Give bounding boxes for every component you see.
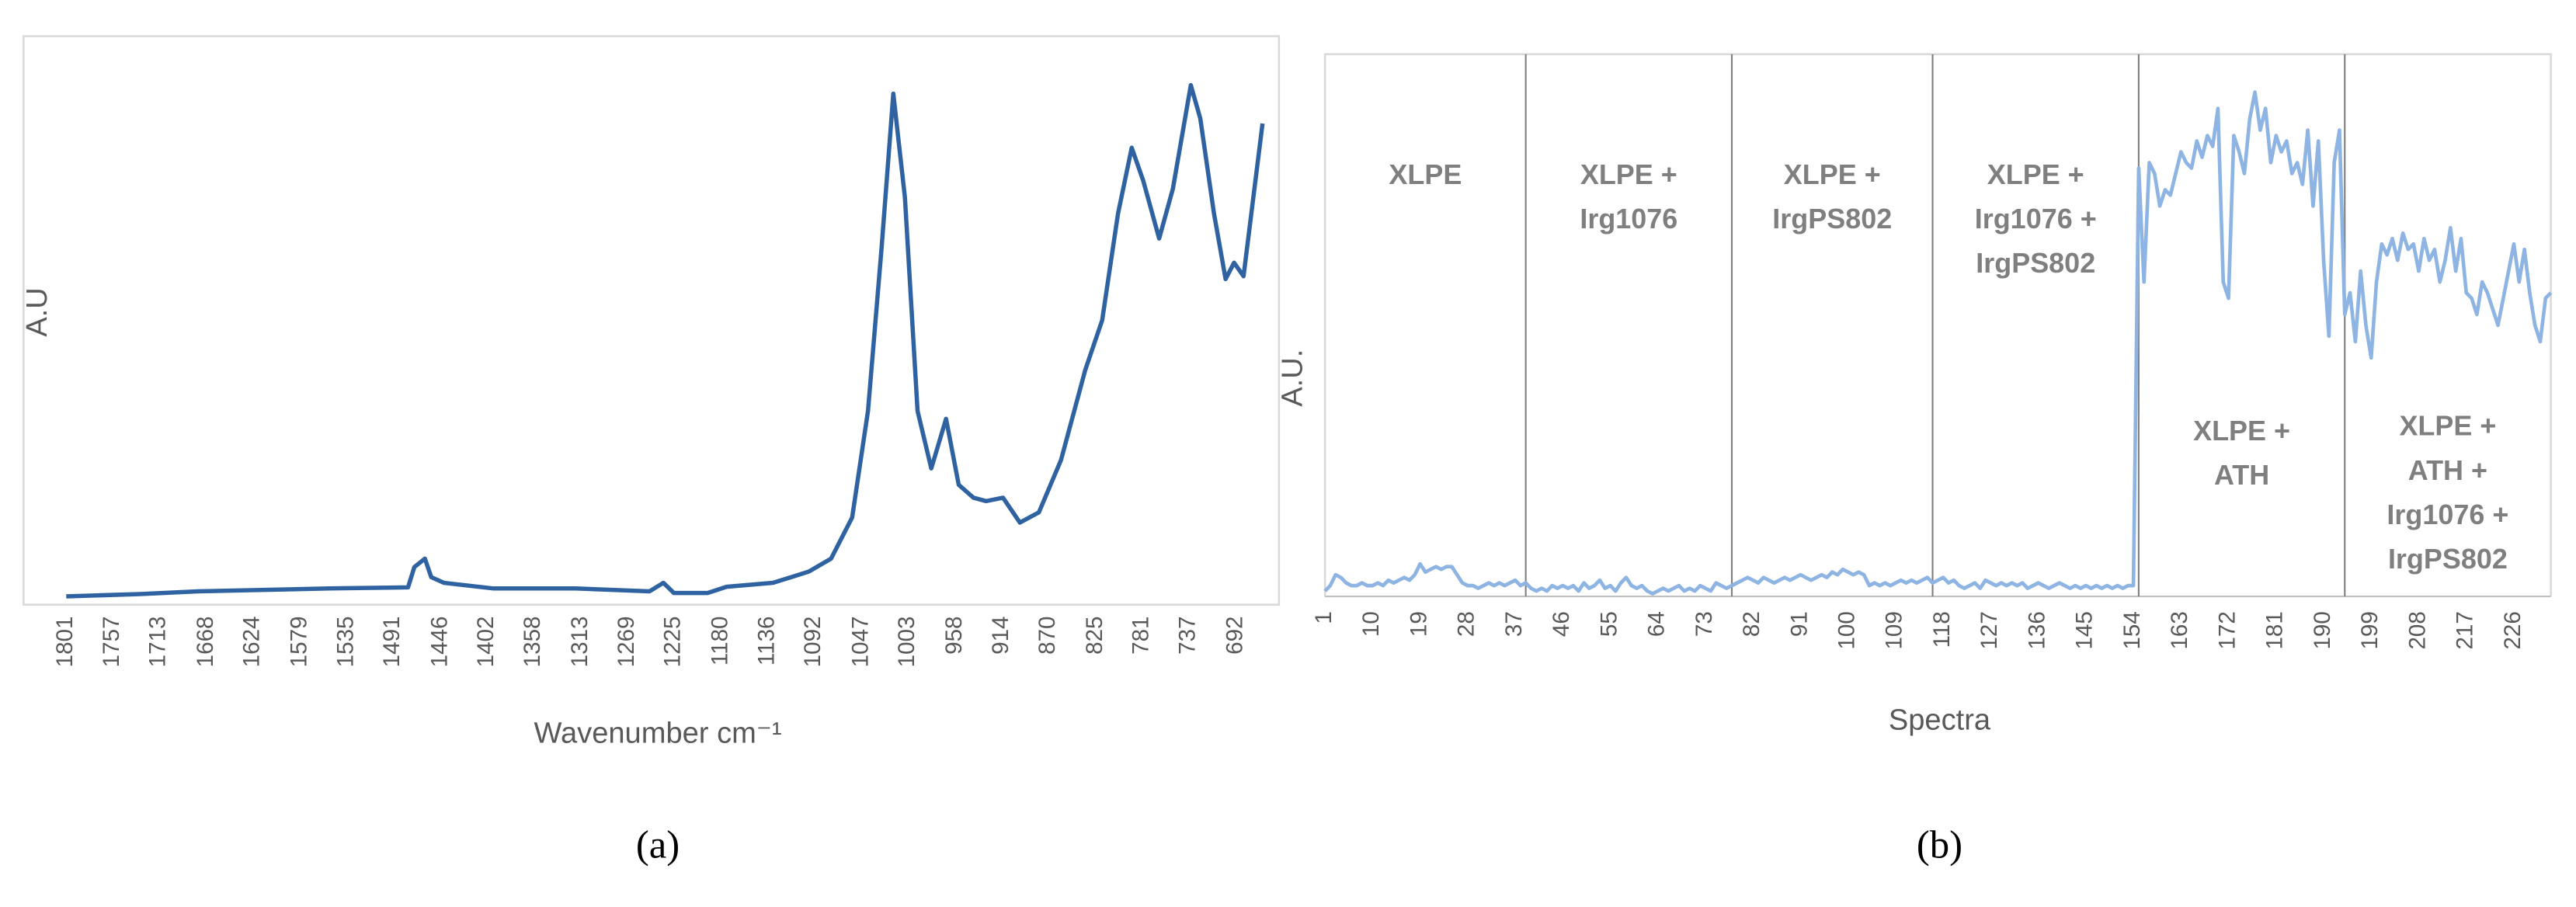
x-tick-label: 1801 [52, 616, 78, 667]
x-tick-label: 118 [1929, 611, 1955, 648]
x-tick-label: 1358 [520, 616, 545, 667]
x-tick-label: 136 [2024, 611, 2049, 649]
x-tick-label: 1446 [426, 616, 452, 667]
x-tick-label: 37 [1501, 611, 1527, 637]
x-tick-label: 163 [2167, 611, 2192, 649]
x-tick-label: 73 [1691, 611, 1717, 637]
x-axis-label: Spectra [1889, 704, 1991, 736]
x-tick-label: 10 [1358, 611, 1384, 637]
spectrum-line [1323, 90, 2553, 596]
x-tick-label: 127 [1976, 611, 2002, 649]
x-axis-label: Wavenumber cm⁻¹ [534, 717, 781, 749]
x-tick-label: 82 [1739, 611, 1764, 637]
x-tick-label: 208 [2404, 611, 2430, 649]
x-tick-label: 64 [1644, 611, 1670, 637]
x-tick-label: 1136 [753, 616, 779, 665]
section-label: Irg1076 + [2387, 499, 2508, 530]
x-tick-label: 19 [1406, 611, 1431, 637]
section-label: XLPE + [1580, 158, 1677, 190]
x-tick-label: 1579 [287, 616, 312, 667]
x-tick-label: 1180 [707, 616, 733, 665]
x-tick-label: 1269 [614, 616, 639, 667]
x-tick-label: 217 [2453, 611, 2478, 649]
x-tick-label: 1757 [99, 616, 124, 667]
plot-frame [23, 35, 1281, 606]
x-tick-label: 190 [2310, 611, 2335, 649]
section-label: Irg1076 [1580, 203, 1677, 235]
x-tick-label: 737 [1174, 616, 1200, 654]
x-tick-label: 1047 [847, 616, 873, 667]
x-tick-label: 1 [1311, 611, 1337, 624]
x-tick-label: 870 [1034, 616, 1060, 654]
x-tick-label: 781 [1128, 616, 1154, 654]
x-tick-label: 91 [1786, 611, 1812, 637]
x-tick-label: 1668 [193, 616, 218, 667]
section-label: IrgPS802 [1772, 203, 1892, 235]
x-tick-label: 1491 [379, 616, 405, 667]
x-tick-label: 692 [1222, 616, 1248, 654]
y-axis-label: A.U [21, 287, 54, 336]
section-label: ATH [2214, 459, 2269, 491]
x-tick-label: 172 [2214, 611, 2240, 649]
section-label: XLPE + [1987, 158, 2084, 190]
x-tick-label: 226 [2500, 611, 2526, 649]
x-tick-label: 145 [2072, 611, 2098, 649]
x-tick-label: 1624 [239, 616, 265, 667]
x-tick-label: 199 [2357, 611, 2383, 649]
x-tick-label: 1225 [660, 616, 686, 667]
x-tick-label: 154 [2119, 611, 2145, 649]
x-tick-label: 55 [1596, 611, 1622, 637]
section-label: IrgPS802 [2388, 543, 2508, 575]
y-axis-label: A.U. [1276, 349, 1309, 407]
caption: (b) [1917, 823, 1962, 867]
plot-frame [1323, 53, 2552, 597]
spectrum-line [66, 82, 1265, 599]
x-tick-label: 958 [941, 616, 967, 654]
x-tick-label: 28 [1454, 611, 1479, 637]
x-tick-label: 46 [1549, 611, 1574, 637]
section-label: XLPE + [2399, 410, 2496, 442]
section-label: ATH + [2408, 454, 2487, 486]
x-tick-label: 914 [988, 616, 1013, 654]
x-tick-label: 1313 [567, 616, 593, 667]
caption: (a) [636, 823, 680, 867]
section-label: XLPE + [1784, 158, 1881, 190]
x-tick-label: 100 [1834, 611, 1860, 649]
x-tick-label: 1092 [800, 616, 826, 667]
x-tick-label: 1402 [473, 616, 499, 667]
section-label: XLPE [1389, 158, 1462, 190]
x-tick-label: 1535 [332, 616, 358, 667]
section-label: IrgPS802 [1976, 247, 2095, 279]
section-label: Irg1076 + [1975, 203, 2097, 235]
section-label: XLPE + [2193, 415, 2290, 447]
x-tick-label: 1003 [894, 616, 920, 667]
x-tick-label: 181 [2262, 611, 2288, 649]
x-tick-label: 1713 [145, 616, 171, 667]
x-tick-label: 109 [1882, 611, 1907, 649]
x-tick-label: 825 [1082, 616, 1107, 654]
